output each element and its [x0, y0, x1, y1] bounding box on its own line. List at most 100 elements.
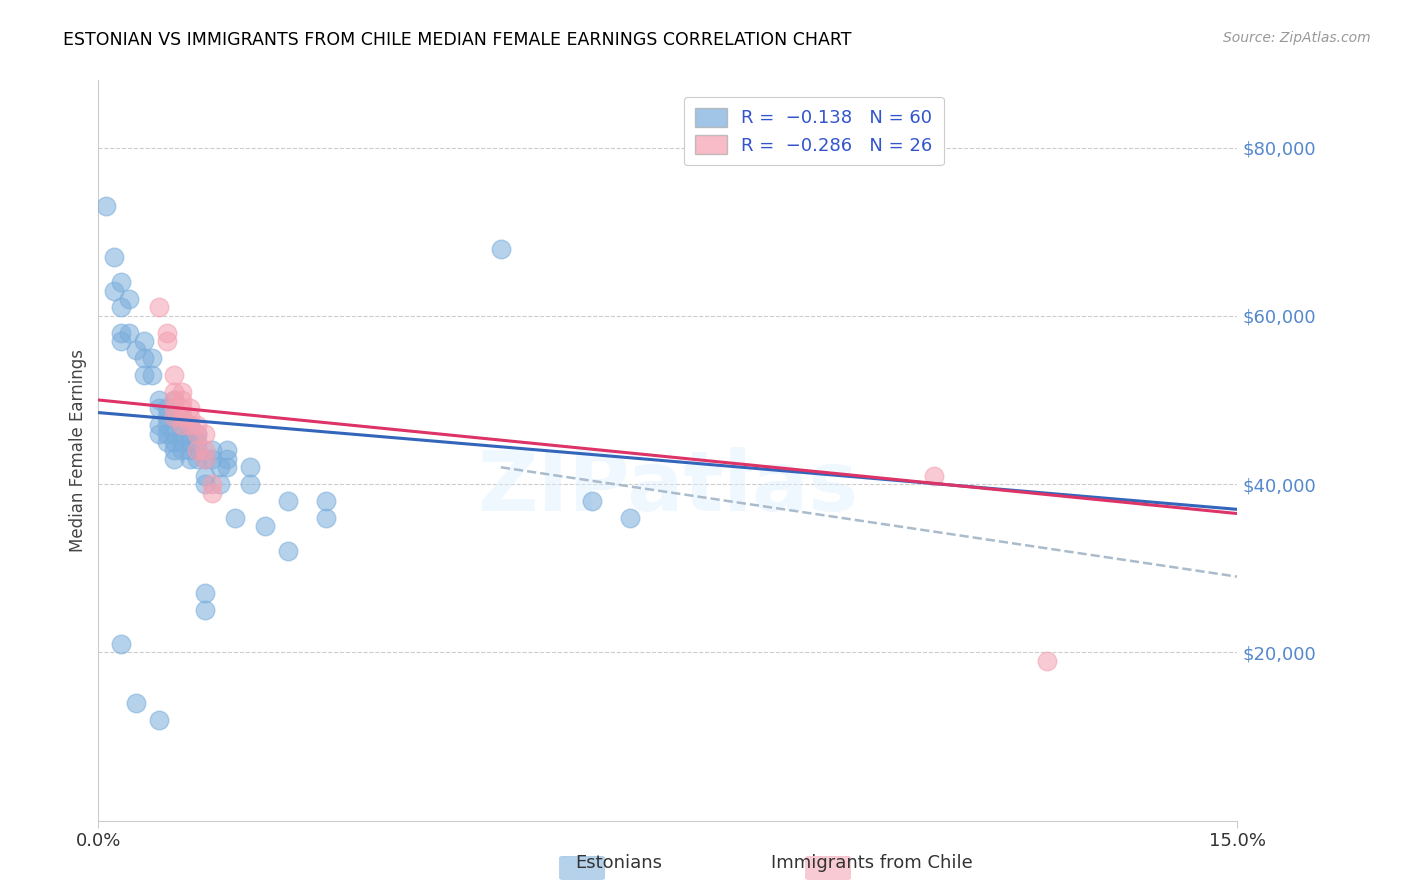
Point — [217, 451, 239, 466]
Point — [132, 351, 155, 365]
Point — [179, 443, 201, 458]
Point — [132, 334, 155, 348]
Point — [170, 384, 193, 399]
Point — [186, 443, 208, 458]
Point — [194, 468, 217, 483]
Point — [141, 368, 163, 382]
Point — [163, 443, 186, 458]
Point — [163, 384, 186, 399]
Point — [208, 460, 231, 475]
Point — [239, 477, 262, 491]
Point — [208, 477, 231, 491]
Point — [186, 443, 208, 458]
Point — [194, 426, 217, 441]
Text: ZIPatlas: ZIPatlas — [478, 447, 858, 528]
Point — [170, 435, 193, 450]
Text: Immigrants from Chile: Immigrants from Chile — [770, 855, 973, 872]
Point — [156, 435, 179, 450]
Point — [148, 401, 170, 416]
Point — [201, 443, 224, 458]
Point — [156, 426, 179, 441]
Point — [170, 418, 193, 433]
Point — [163, 409, 186, 424]
Point — [163, 426, 186, 441]
Point — [179, 418, 201, 433]
Point — [163, 392, 186, 407]
Point — [170, 426, 193, 441]
Point — [118, 326, 141, 340]
Point — [170, 409, 193, 424]
Point — [239, 460, 262, 475]
Point — [148, 713, 170, 727]
Point — [148, 426, 170, 441]
Point — [170, 401, 193, 416]
Point — [619, 510, 641, 524]
Point — [110, 326, 132, 340]
Point — [110, 275, 132, 289]
Point — [141, 351, 163, 365]
Point — [277, 494, 299, 508]
Text: Estonians: Estonians — [575, 855, 662, 872]
Point — [170, 418, 193, 433]
Point — [179, 426, 201, 441]
Point — [179, 409, 201, 424]
Point — [110, 301, 132, 315]
Point — [1036, 654, 1059, 668]
Point — [148, 392, 170, 407]
Point — [163, 401, 186, 416]
Point — [201, 477, 224, 491]
Point — [156, 326, 179, 340]
Point — [194, 477, 217, 491]
Point — [194, 451, 217, 466]
Point — [194, 586, 217, 600]
Point — [315, 494, 337, 508]
Point — [179, 435, 201, 450]
Point — [170, 409, 193, 424]
Point — [118, 292, 141, 306]
Point — [217, 460, 239, 475]
Y-axis label: Median Female Earnings: Median Female Earnings — [69, 349, 87, 552]
Point — [581, 494, 603, 508]
Point — [132, 368, 155, 382]
Point — [277, 544, 299, 558]
Point — [103, 250, 125, 264]
Point — [170, 392, 193, 407]
Point — [170, 443, 193, 458]
Point — [156, 409, 179, 424]
Point — [179, 451, 201, 466]
Point — [224, 510, 246, 524]
Point — [110, 637, 132, 651]
Point — [201, 485, 224, 500]
Point — [186, 418, 208, 433]
Point — [194, 443, 217, 458]
Point — [94, 199, 117, 213]
Point — [179, 401, 201, 416]
Point — [315, 510, 337, 524]
Point — [922, 468, 945, 483]
Point — [125, 343, 148, 357]
Point — [163, 451, 186, 466]
Point — [186, 426, 208, 441]
Point — [103, 284, 125, 298]
Point — [163, 368, 186, 382]
Point — [156, 418, 179, 433]
Point — [194, 451, 217, 466]
Point — [163, 409, 186, 424]
Legend: R =  −0.138   N = 60, R =  −0.286   N = 26: R = −0.138 N = 60, R = −0.286 N = 26 — [683, 96, 943, 165]
Point — [156, 334, 179, 348]
Point — [201, 451, 224, 466]
Point — [148, 418, 170, 433]
Point — [110, 334, 132, 348]
Text: ESTONIAN VS IMMIGRANTS FROM CHILE MEDIAN FEMALE EARNINGS CORRELATION CHART: ESTONIAN VS IMMIGRANTS FROM CHILE MEDIAN… — [63, 31, 852, 49]
Point — [194, 603, 217, 617]
Point — [179, 418, 201, 433]
Point — [217, 443, 239, 458]
Point — [186, 435, 208, 450]
Point — [156, 401, 179, 416]
Point — [254, 519, 277, 533]
Point — [148, 301, 170, 315]
Point — [125, 696, 148, 710]
Point — [489, 242, 512, 256]
Point — [163, 435, 186, 450]
Point — [186, 451, 208, 466]
